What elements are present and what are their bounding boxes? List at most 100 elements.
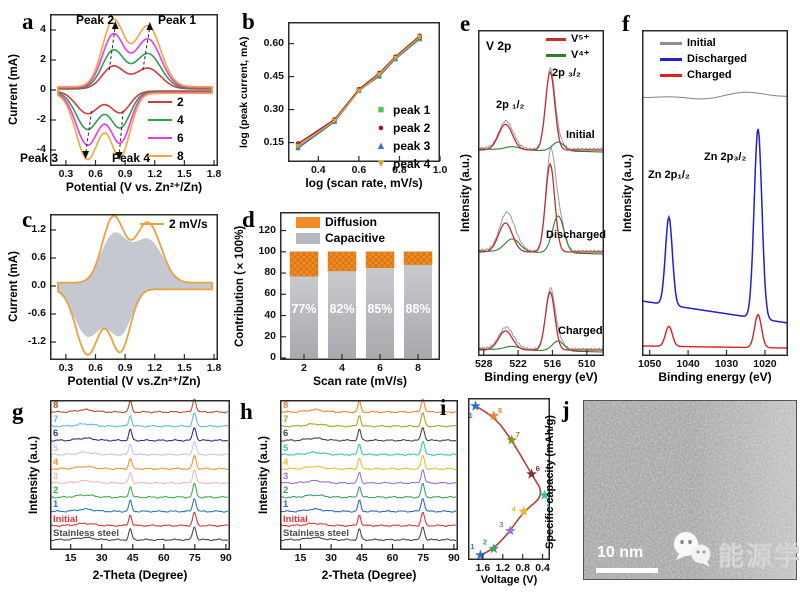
axes-box: [50, 400, 230, 550]
legend-line-icon: [148, 136, 172, 140]
legend-row-initial: Initial: [660, 38, 716, 49]
capacitive-bar: [404, 264, 432, 358]
bar-value-label: 82%: [329, 302, 355, 316]
y-tick-label: 100: [258, 244, 276, 257]
xrd-trace-3: [49, 468, 229, 485]
marker-triangle-down: [417, 34, 423, 40]
x-tick-label: 1050: [637, 358, 662, 370]
square-marker-icon: ■: [377, 103, 385, 116]
sample-point-star-icon: [504, 525, 516, 536]
panel-i-ylabel: Specific capacity (mAh/g): [544, 415, 556, 549]
panel-b-xlabel: log (scan rate, mV/s): [305, 176, 423, 190]
sample-point-star-icon: [475, 549, 486, 560]
panel-c-letter: c: [22, 207, 33, 232]
panel-f-letter: f: [622, 11, 630, 36]
y-tick-label: 0: [270, 351, 276, 363]
watermark-text: 能源学人: [718, 541, 800, 572]
x-tick-label: 2: [301, 362, 307, 374]
legend-row-6mvs: 6: [148, 132, 184, 144]
panel-g-xlabel: 2-Theta (Degree): [92, 568, 188, 582]
cv-curve-total: [57, 214, 213, 356]
panel-d-letter: d: [242, 207, 255, 232]
diffusion-bar: [327, 251, 357, 272]
x-tick-label: 1040: [676, 358, 700, 370]
legend-label: V⁴⁺: [571, 49, 590, 61]
sample-point-star-icon: [488, 410, 500, 421]
cv-curve-8: [57, 18, 213, 161]
trace-label: 6: [53, 428, 59, 440]
legend-line-icon: [660, 74, 682, 77]
x-tick-label: 1.5: [177, 362, 192, 374]
panel-j-letter: j: [562, 397, 570, 422]
x-tick-label: 0.6: [88, 168, 103, 180]
axes-box: [50, 14, 218, 166]
legend-line-icon: [140, 222, 164, 226]
diffusion-bar: [403, 251, 433, 265]
x-tick-label: 1.8: [206, 362, 222, 374]
axes-box: [642, 30, 788, 356]
trace-label: 6: [283, 428, 289, 440]
trace-label: 4: [53, 456, 59, 468]
capacitive-swatch: [296, 232, 320, 244]
panel-g-ylabel: Intensity (a.u.): [28, 436, 40, 514]
x-tick-label: 528: [474, 358, 493, 370]
x-tick-label: 45: [355, 552, 368, 564]
trace-label: 3: [53, 471, 59, 482]
y-tick-label: 0.45: [263, 69, 284, 82]
legend-label: 8: [177, 149, 184, 163]
legend-label: Capacitive: [325, 231, 386, 245]
y-tick-label: -0.6: [27, 307, 46, 320]
cv-curve-2: [57, 64, 213, 115]
x-tick-label: 1030: [714, 358, 739, 370]
v2p32-peak-label: 2p ₃/₂: [552, 67, 581, 79]
x-tick-label: 75: [417, 552, 430, 564]
panel-h-ylabel: Intensity (a.u.): [258, 436, 270, 514]
panel-e-letter: e: [460, 11, 471, 36]
legend-line-icon: [148, 154, 172, 158]
axes-box: [468, 398, 550, 560]
y-tick-label: 0.6: [31, 250, 46, 263]
sample-point-number: 3: [499, 520, 503, 529]
sample-point-star-icon: [488, 543, 500, 554]
trace-label: 2: [53, 485, 59, 497]
panel-a: a Current (mA) Potential (V vs. Zn²⁺/Zn)…: [8, 4, 230, 200]
discharged-spectrum-line: [641, 128, 789, 324]
charged-spectrum-line: [642, 313, 788, 349]
arrowhead-icon: [115, 152, 123, 160]
diffusion-bar: [365, 251, 395, 268]
arrowhead-icon: [146, 22, 154, 30]
panel-c-xlabel: Potential (V vs.Zn²⁺/Zn): [67, 374, 201, 388]
sample-point-star-icon: [506, 434, 518, 445]
peak-shift-arrow: [118, 110, 124, 156]
legend-line-icon: [660, 58, 682, 61]
bar-value-label: 88%: [405, 302, 431, 316]
legend-label: Initial: [687, 37, 716, 49]
trace-label: Initial: [283, 513, 308, 525]
sample-point-star-icon: [470, 400, 481, 411]
panel-i-xlabel: Voltage (V): [480, 574, 538, 586]
xrd-trace-6: [279, 427, 457, 442]
x-tick-label: 1.6: [475, 562, 491, 574]
zn2p32-peak-label: Zn 2p₃/₂: [704, 151, 747, 163]
legend-row-2mvs: 2: [148, 96, 184, 108]
trace-label: 1: [53, 499, 59, 511]
legend-line-icon: [660, 42, 682, 45]
tem-light-region: [694, 401, 796, 579]
legend-row-peak4: ▼ peak 4: [374, 157, 431, 170]
panel-b-letter: b: [242, 9, 255, 34]
y-tick-label: 60: [264, 287, 276, 300]
marker-triangle-down: [392, 55, 398, 61]
diffusion-bar: [289, 251, 319, 277]
zn2p12-peak-label: Zn 2p₁/₂: [648, 169, 690, 181]
legend-label: peak 1: [393, 103, 431, 117]
x-tick-label: 4: [339, 362, 345, 374]
triangle-down-marker-icon: ▼: [375, 157, 387, 170]
legend-row-2mvs: 2 mV/s: [140, 218, 208, 230]
xrd-trace-Initial: [49, 511, 229, 527]
v5-component-line: [478, 70, 603, 151]
panel-h-letter: h: [240, 399, 253, 424]
legend-label: V⁵⁺: [571, 33, 590, 45]
peak2-annotation: Peak 2: [76, 13, 115, 27]
panel-e-plot: [477, 30, 604, 356]
sample-point-star-icon: [526, 468, 537, 479]
